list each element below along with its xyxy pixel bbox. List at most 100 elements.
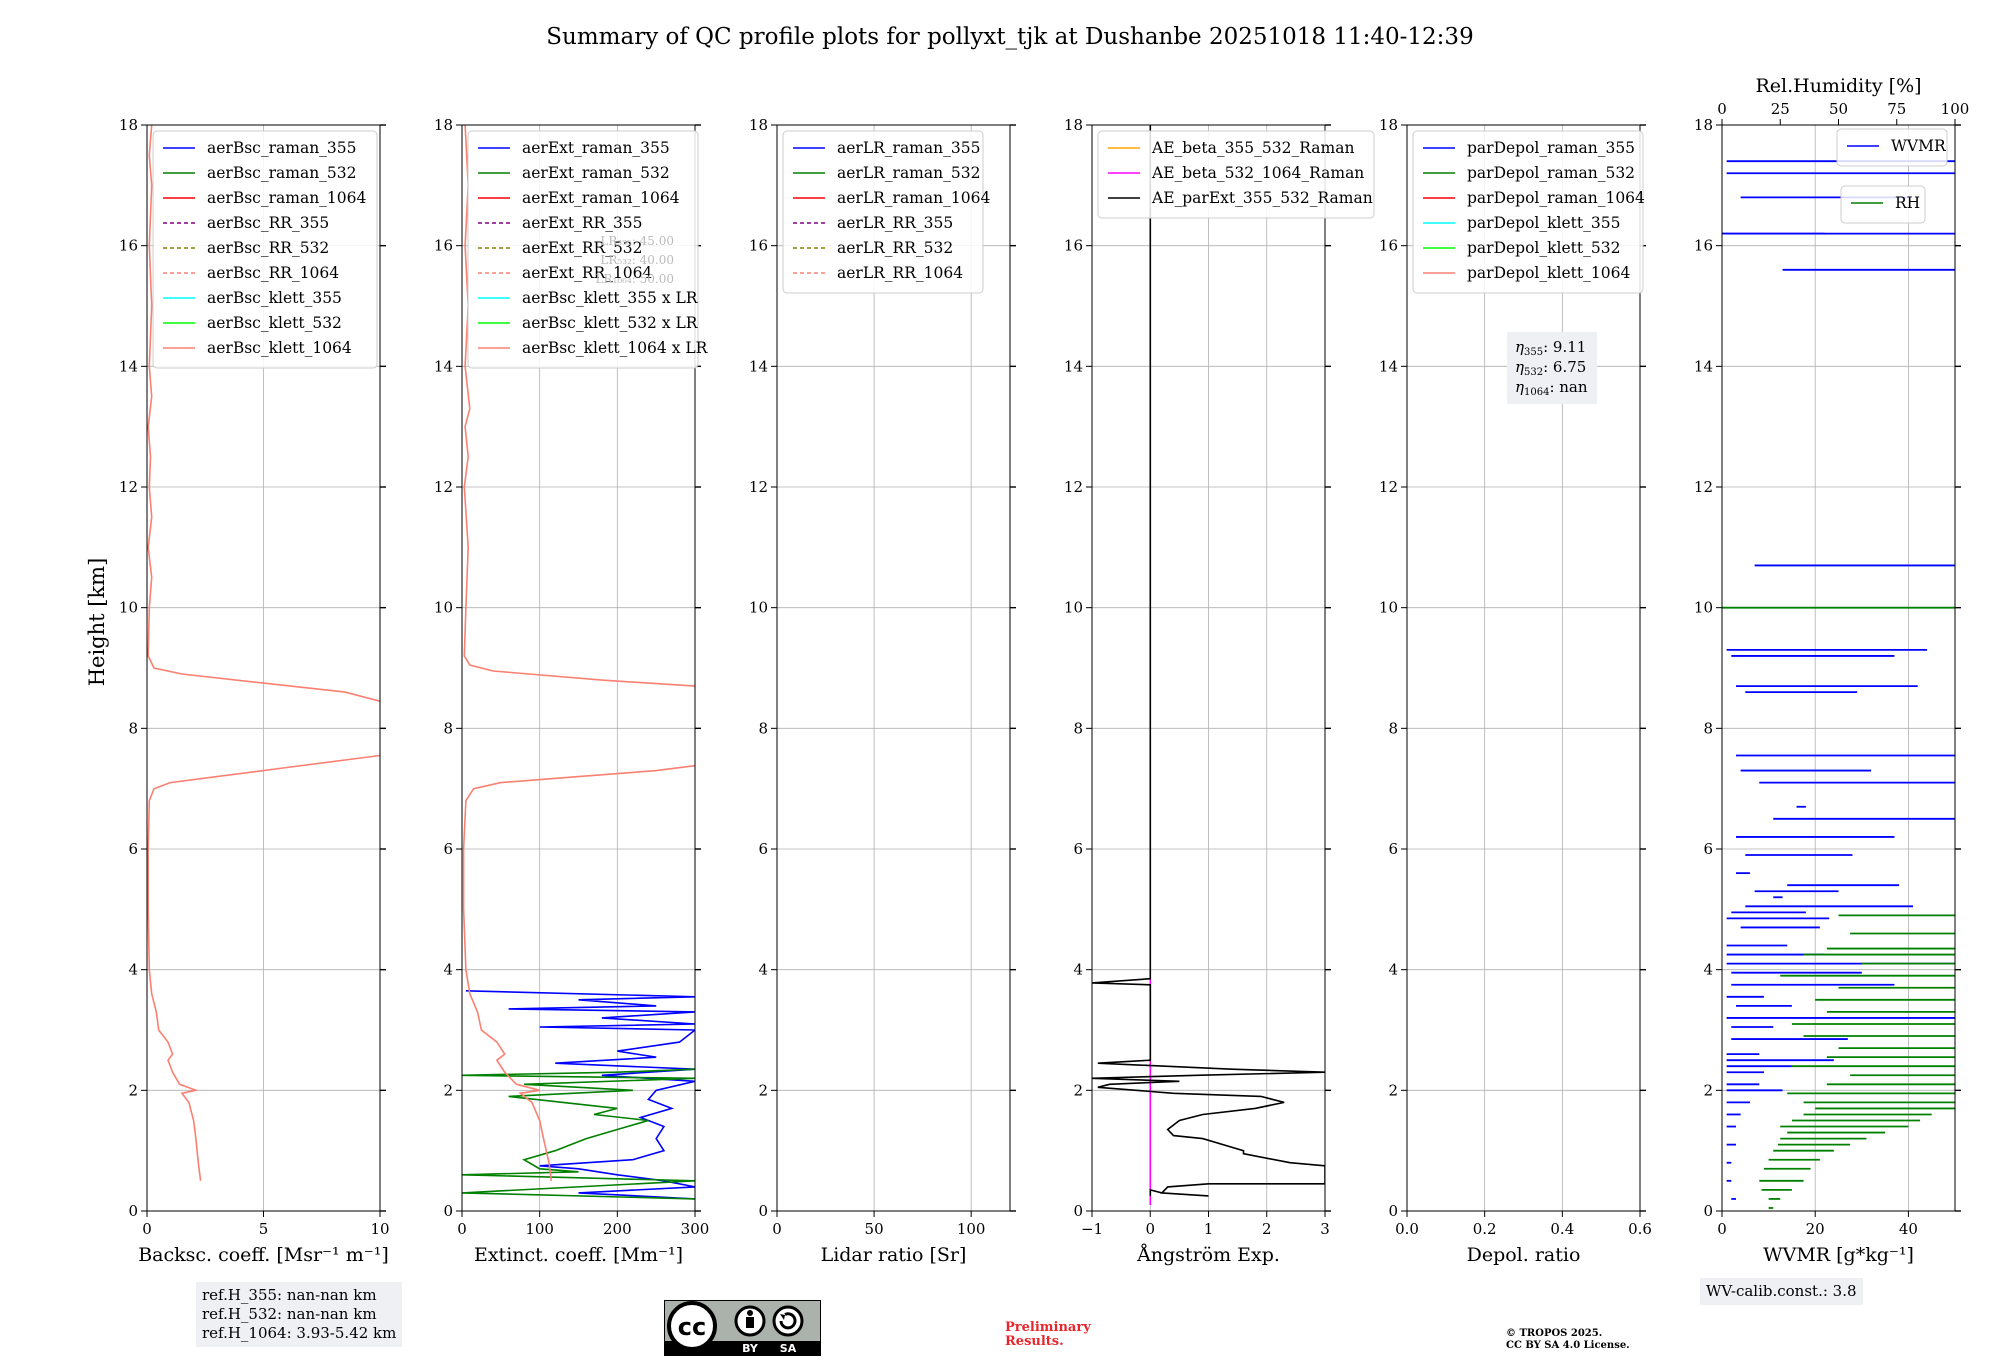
legend-label: aerLR_raman_355 — [837, 139, 980, 157]
y-tick-label: 18 — [1064, 116, 1083, 134]
cc-by-sa-icon: cc BY SA — [664, 1300, 821, 1356]
plot-frame — [1721, 124, 1956, 1212]
x-tick-label: 20 — [1806, 1220, 1825, 1238]
eta-line: η1064: nan — [1515, 378, 1588, 398]
series-group — [1722, 160, 1955, 1209]
series-line — [465, 990, 695, 1200]
y-tick-label: 4 — [443, 961, 453, 979]
y-tick-label: 2 — [1703, 1081, 1713, 1099]
refh-1064: ref.H_1064: 3.93-5.42 km — [202, 1324, 397, 1342]
series-group — [462, 125, 695, 1200]
y-tick-label: 10 — [119, 599, 138, 617]
lr-annotation: LR₃₅₅: 45.00 — [600, 234, 674, 248]
x-axis-label: WVMR [g*kg⁻¹] — [1763, 1244, 1914, 1266]
top-tick-label: 50 — [1829, 100, 1848, 118]
y-tick-label: 10 — [749, 599, 768, 617]
y-tick-label: 16 — [1694, 237, 1713, 255]
x-tick-label: 300 — [681, 1220, 710, 1238]
series-line — [147, 754, 380, 1181]
x-axis-label: Depol. ratio — [1467, 1244, 1581, 1266]
legend-label: aerBsc_RR_355 — [207, 214, 329, 232]
eta-symbol: η — [1515, 338, 1524, 356]
x-tick-label: 0.2 — [1473, 1220, 1497, 1238]
legend-frame — [1412, 130, 1644, 294]
legend-label: aerExt_RR_532 — [522, 239, 643, 257]
y-axis-label: Height [km] — [85, 558, 109, 687]
y-tick-label: 4 — [1388, 961, 1398, 979]
y-tick-label: 14 — [119, 357, 138, 375]
legend-label: WVMR — [1891, 137, 1947, 155]
y-tick-label: 16 — [1064, 237, 1083, 255]
legend-label: parDepol_raman_355 — [1467, 139, 1635, 157]
legend-label: aerLR_raman_532 — [837, 164, 980, 182]
y-tick-label: 18 — [434, 116, 453, 134]
y-tick-label: 12 — [749, 478, 768, 496]
x-tick-label: 10 — [370, 1220, 389, 1238]
legend-label: aerBsc_raman_1064 — [207, 189, 367, 207]
legend-label: AE_beta_532_1064_Raman — [1151, 164, 1364, 182]
copyright-line-1: © TROPOS 2025. — [1506, 1328, 1603, 1339]
x-tick-label: 0.4 — [1550, 1220, 1574, 1238]
legend-frame — [1097, 130, 1375, 219]
series-group — [1092, 125, 1325, 1205]
legend-label: aerBsc_raman_355 — [207, 139, 357, 157]
series-line — [1092, 125, 1325, 1197]
x-axis-label: Extinct. coeff. [Mm⁻¹] — [474, 1244, 683, 1266]
legend-label: aerLR_raman_1064 — [837, 189, 990, 207]
legend-label: RH — [1895, 194, 1920, 212]
y-tick-label: 6 — [443, 840, 453, 858]
y-tick-label: 14 — [1694, 357, 1713, 375]
y-tick-label: 6 — [758, 840, 768, 858]
x-tick-label: 100 — [525, 1220, 554, 1238]
legend: WVMR — [1836, 128, 1948, 167]
x-tick-label: 1 — [1204, 1220, 1214, 1238]
x-tick-label: 0.6 — [1628, 1220, 1652, 1238]
y-tick-label: 12 — [1694, 478, 1713, 496]
y-tick-label: 6 — [1703, 840, 1713, 858]
top-tick-label: 0 — [1717, 100, 1727, 118]
y-tick-label: 10 — [1694, 599, 1713, 617]
legend-label: aerLR_RR_1064 — [837, 264, 963, 282]
legend-frame — [467, 130, 699, 369]
eta-symbol: η — [1515, 378, 1524, 396]
x-tick-label: 40 — [1899, 1220, 1918, 1238]
legend-label: aerBsc_raman_532 — [207, 164, 357, 182]
lr-annotation: LR₅₃₂: 40.00 — [600, 253, 674, 267]
series-line — [462, 1068, 695, 1200]
legend-label: aerBsc_RR_1064 — [207, 264, 339, 282]
eta-subscript: 532 — [1524, 367, 1543, 378]
legend-label: aerExt_raman_1064 — [522, 189, 680, 207]
wv-calib-text: WV-calib.const.: 3.8 — [1706, 1282, 1857, 1300]
y-tick-label: 4 — [758, 961, 768, 979]
legend-frame — [1840, 185, 1926, 224]
figure-title: Summary of QC profile plots for pollyxt_… — [546, 24, 1473, 50]
y-tick-label: 12 — [1064, 478, 1083, 496]
top-axis-label: Rel.Humidity [%] — [1755, 75, 1921, 97]
y-tick-label: 14 — [434, 357, 453, 375]
y-tick-label: 16 — [749, 237, 768, 255]
y-tick-label: 18 — [1694, 116, 1713, 134]
preliminary-line-1: Preliminary — [1005, 1320, 1091, 1335]
y-tick-label: 18 — [1379, 116, 1398, 134]
plot-frame — [461, 124, 696, 1212]
by-label: BY — [742, 1342, 759, 1355]
y-tick-label: 2 — [758, 1081, 768, 1099]
y-tick-label: 16 — [434, 237, 453, 255]
y-tick-label: 12 — [434, 478, 453, 496]
plot-frame — [1406, 124, 1641, 1212]
y-tick-label: 2 — [443, 1081, 453, 1099]
x-axis-label: Ångström Exp. — [1136, 1244, 1280, 1266]
legend-label: parDepol_raman_1064 — [1467, 189, 1645, 207]
cc-label: cc — [678, 1313, 706, 1341]
panel-ext: 0 2 4 6 8 10 12 14 16 18 0 100 200 300 Extinct. coeff.… — [434, 116, 709, 1266]
x-tick-label: 0 — [1717, 1220, 1727, 1238]
y-tick-label: 12 — [119, 478, 138, 496]
legend-frame — [152, 130, 378, 369]
y-tick-label: 18 — [119, 116, 138, 134]
x-tick-label: 5 — [259, 1220, 269, 1238]
y-tick-label: 0 — [443, 1202, 453, 1220]
copyright-line-2: CC BY SA 4.0 License. — [1506, 1340, 1630, 1351]
plot-frame — [776, 124, 1011, 1212]
